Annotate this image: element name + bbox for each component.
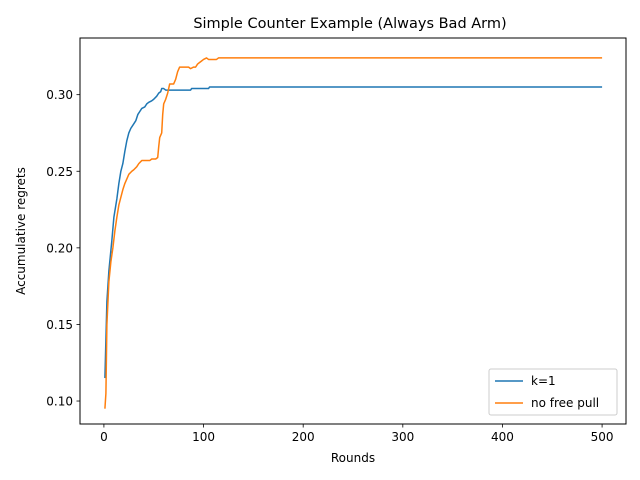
- x-tick-label: 0: [100, 430, 108, 444]
- y-tick-label: 0.25: [46, 165, 73, 179]
- legend: k=1 no free pull: [488, 368, 618, 416]
- axes-frame: [79, 37, 627, 425]
- series-line-no-free-pull: [104, 57, 603, 409]
- y-tick-label: 0.15: [46, 318, 73, 332]
- y-axis-title: Accumulative regrets: [14, 167, 28, 295]
- x-tick-label: 100: [192, 430, 215, 444]
- plot-area: [104, 57, 603, 409]
- legend-label-no-free-pull: no free pull: [531, 396, 599, 410]
- x-tick-label: 300: [391, 430, 414, 444]
- y-tick-label: 0.30: [46, 88, 73, 102]
- legend-label-k1: k=1: [531, 374, 556, 388]
- chart-title: Simple Counter Example (Always Bad Arm): [193, 16, 506, 32]
- x-tick-label: 500: [591, 430, 614, 444]
- series-line-k-1: [104, 86, 603, 379]
- x-tick-label: 200: [292, 430, 315, 444]
- x-axis-title: Rounds: [331, 451, 375, 465]
- y-tick-label: 0.20: [46, 241, 73, 255]
- y-axis: 0.10 0.15 0.20 0.25 0.30: [46, 88, 80, 409]
- y-tick-label: 0.10: [46, 395, 73, 409]
- x-axis: 0 100 200 300 400 500: [100, 424, 614, 444]
- x-tick-label: 400: [491, 430, 514, 444]
